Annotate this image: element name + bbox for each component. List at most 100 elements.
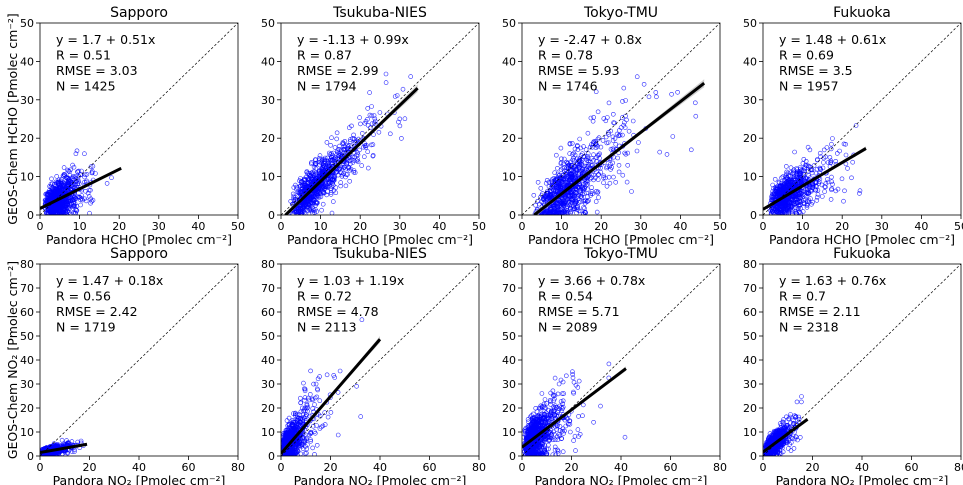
chart-0-point — [87, 210, 92, 215]
chart-2-point — [557, 210, 563, 215]
chart-0-fit-line — [40, 166, 122, 210]
chart-4-x-tick-label: 20 — [83, 461, 97, 474]
chart-1-point — [321, 187, 327, 192]
chart-3-point — [795, 194, 800, 199]
chart-0-point — [69, 204, 75, 209]
chart-0-y-tick-label: 30 — [20, 94, 34, 107]
chart-2-point — [646, 94, 652, 100]
chart-3-point — [811, 163, 817, 168]
chart-3-point — [780, 200, 785, 206]
chart-3-point — [794, 167, 800, 172]
chart-1-point — [310, 211, 315, 215]
chart-3-point — [822, 189, 827, 194]
chart-2-stat-line: N = 1746 — [538, 79, 598, 94]
chart-1-point — [376, 129, 382, 135]
chart-0-point — [86, 194, 92, 199]
chart-3-point — [798, 195, 803, 201]
chart-1-point — [321, 157, 327, 163]
chart-3-point — [810, 199, 815, 205]
chart-2-point — [580, 181, 586, 187]
chart-2-point — [553, 188, 558, 193]
chart-2-x-tick-label: 10 — [555, 220, 569, 233]
chart-0-point — [60, 198, 66, 204]
chart-1-point — [314, 200, 320, 205]
chart-2-point — [582, 209, 588, 215]
chart-2-point — [550, 209, 556, 215]
chart-3: 0102030405001020304050FukuokaPandora HCH… — [743, 5, 963, 247]
chart-3-plot-area — [763, 23, 961, 215]
chart-3-point — [830, 181, 835, 187]
chart-1-point — [365, 165, 371, 171]
chart-2-point — [582, 198, 588, 204]
chart-1-point — [400, 86, 406, 92]
chart-3-point — [772, 188, 778, 194]
chart-2-point — [608, 161, 613, 167]
chart-1-point — [367, 90, 372, 95]
chart-1-point — [299, 183, 305, 188]
chart-2-point — [606, 100, 612, 106]
chart-3-point — [828, 197, 834, 202]
chart-3-point — [857, 191, 862, 196]
chart-1-point — [340, 146, 346, 152]
chart-1-point — [331, 177, 337, 182]
chart-3-point — [830, 136, 835, 141]
chart-1-point — [359, 131, 365, 136]
chart-2-point — [535, 199, 540, 204]
chart-4-y-label: GEOS-Chem NO₂ [Pmolec cm⁻²] — [5, 261, 20, 459]
chart-2-point — [595, 189, 601, 195]
chart-0-point — [72, 204, 77, 209]
chart-1-point — [347, 168, 353, 173]
chart-3-point — [828, 158, 834, 163]
chart-3-point — [784, 176, 789, 182]
chart-3-point — [798, 177, 804, 182]
chart-1-point — [312, 161, 318, 167]
chart-5-point — [314, 442, 320, 448]
chart-1-point — [340, 141, 345, 146]
chart-0-point — [79, 168, 84, 174]
chart-0-point — [47, 184, 52, 189]
chart-2-point — [626, 128, 632, 134]
chart-2-point — [568, 164, 573, 170]
chart-1-point — [331, 150, 336, 156]
chart-2-point — [580, 185, 586, 190]
chart-3-fit-line — [763, 147, 867, 211]
chart-0-x-tick-label: 40 — [191, 220, 205, 233]
chart-0-point — [86, 187, 92, 193]
chart-2-point — [593, 199, 599, 204]
chart-2-point — [610, 138, 616, 143]
chart-2-y-tick-label: 50 — [502, 17, 516, 30]
chart-4-point — [78, 438, 84, 444]
chart-2-point — [584, 163, 590, 169]
chart-0-x-tick-label: 10 — [73, 220, 87, 233]
chart-3-y-tick-label: 20 — [743, 132, 757, 145]
chart-2-point — [606, 130, 611, 135]
chart-1-point — [294, 184, 299, 190]
chart-2-point — [620, 99, 625, 104]
chart-3-point — [772, 177, 778, 182]
chart-3-point — [815, 192, 821, 197]
chart-1-point — [365, 123, 371, 128]
chart-3-point — [810, 185, 815, 190]
chart-0-point — [51, 182, 57, 187]
chart-2-point — [589, 189, 595, 194]
chart-2-stat-line: y = -2.47 + 0.8x — [538, 32, 642, 47]
chart-2-point — [657, 149, 663, 155]
chart-3-point — [769, 197, 775, 203]
chart-2-point — [585, 164, 591, 169]
chart-0-point — [71, 210, 76, 215]
chart-0-point — [82, 174, 87, 180]
chart-1-point — [367, 125, 373, 131]
chart-0-point — [61, 180, 66, 185]
chart-2-point — [552, 170, 558, 175]
chart-3-point — [828, 159, 834, 165]
chart-5-point — [310, 423, 316, 429]
chart-1-point — [346, 125, 352, 130]
chart-1-point — [351, 141, 357, 147]
chart-2-y-tick-label: 20 — [502, 132, 516, 145]
chart-1-x-tick-label: 10 — [314, 220, 328, 233]
chart-2-point — [596, 195, 601, 200]
chart-3-point — [792, 197, 798, 202]
chart-0-point — [51, 211, 56, 215]
chart-2-point — [564, 172, 570, 177]
chart-3-point — [802, 168, 807, 174]
